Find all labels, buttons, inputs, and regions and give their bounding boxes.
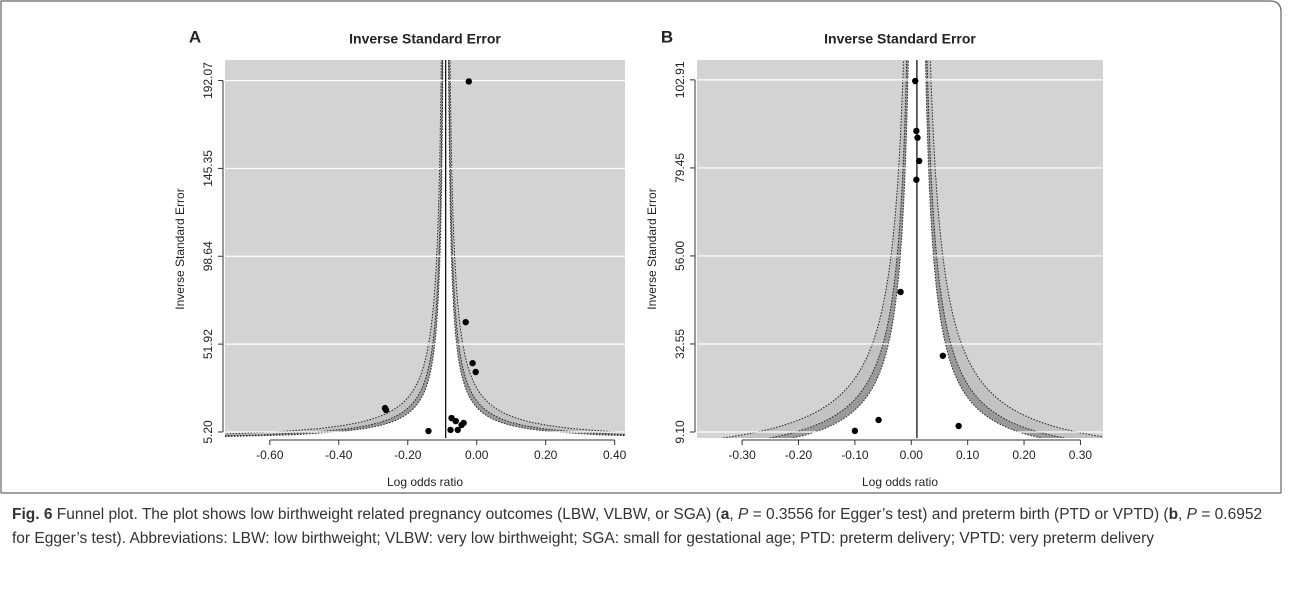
funnel-contour bbox=[225, 60, 442, 435]
x-tick-label: 0.20 bbox=[1012, 448, 1036, 462]
x-axis-label: Log odds ratio bbox=[862, 475, 938, 489]
y-tick-label: 51.92 bbox=[201, 329, 215, 359]
x-tick-label: -0.30 bbox=[728, 448, 756, 462]
study-point bbox=[851, 427, 859, 435]
study-point bbox=[469, 359, 476, 367]
x-tick-label: 0.20 bbox=[534, 448, 558, 462]
plot: -0.30 -0.20 -0.10 0.00 0.10 0.20 0.30 9.10 32.55… bbox=[645, 27, 1103, 489]
study-point bbox=[454, 426, 461, 434]
x-axis-label: Log odds ratio bbox=[387, 475, 463, 489]
study-point bbox=[913, 127, 920, 135]
study-point bbox=[465, 78, 472, 85]
y-tick-label: 5.20 bbox=[201, 420, 215, 444]
funnel-contour bbox=[793, 60, 909, 438]
study-point bbox=[462, 318, 469, 326]
funnel-contour bbox=[448, 60, 625, 436]
study-point bbox=[897, 288, 904, 296]
x-tick-label: 0.00 bbox=[900, 448, 924, 462]
x-tick-label: 0.30 bbox=[1069, 448, 1093, 462]
panel-label: B bbox=[661, 27, 673, 46]
x-tick-label: 0.10 bbox=[956, 448, 980, 462]
study-point bbox=[915, 157, 923, 165]
study-point bbox=[472, 368, 479, 376]
caption-text: = 0.3556 for Egger’s test) and preterm b… bbox=[748, 506, 1169, 523]
y-tick-label: 102.91 bbox=[673, 61, 687, 98]
caption-text: Fig. 6 bbox=[12, 506, 53, 523]
funnel-contour bbox=[225, 60, 444, 437]
study-point bbox=[447, 426, 454, 434]
caption-text: Funnel plot. The plot shows low birthwei… bbox=[52, 506, 721, 523]
y-axis-label: Inverse Standard Error bbox=[645, 188, 659, 309]
chart-title: Inverse Standard Error bbox=[349, 31, 501, 47]
study-point bbox=[382, 406, 390, 414]
study-point bbox=[875, 416, 882, 424]
caption-text: = 0.6952 for Egger’s test). Abbreviation… bbox=[12, 506, 1263, 547]
study-point bbox=[458, 421, 465, 429]
plot-inner bbox=[697, 60, 1103, 438]
frame bbox=[0, 0, 1282, 493]
caption-text: , bbox=[1178, 506, 1187, 523]
study-point bbox=[913, 176, 920, 183]
y-tick-label: 192.07 bbox=[201, 62, 215, 99]
caption-text: b bbox=[1168, 506, 1179, 523]
y-tick-label: 79.45 bbox=[673, 153, 687, 183]
chart-title: Inverse Standard Error bbox=[824, 31, 976, 47]
y-tick-label: 98.64 bbox=[201, 241, 215, 271]
caption: Fig. 6 Funnel plot. The plot shows low b… bbox=[12, 503, 1274, 551]
x-tick-label: -0.10 bbox=[841, 448, 869, 462]
x-tick-label: 0.40 bbox=[603, 448, 627, 462]
funnel-contour bbox=[225, 60, 443, 437]
plot: -0.60 -0.40 -0.20 0.00 0.20 0.40 5.20 51.92 98.6… bbox=[173, 27, 627, 489]
funnel-contour bbox=[448, 60, 625, 436]
x-tick-label: -0.20 bbox=[394, 448, 422, 462]
x-tick-label: -0.40 bbox=[325, 448, 353, 462]
caption-text: P bbox=[737, 506, 749, 523]
caption-text: , bbox=[729, 506, 738, 523]
study-point bbox=[425, 427, 432, 435]
y-tick-label: 56.00 bbox=[673, 241, 687, 271]
figure: -0.60 -0.40 -0.20 0.00 0.20 0.40 5.20 51.92 98.6… bbox=[0, 0, 1282, 494]
funnel-contour bbox=[449, 60, 625, 433]
x-tick-label: 0.00 bbox=[465, 448, 489, 462]
y-tick-label: 32.55 bbox=[673, 329, 687, 359]
caption-text: a bbox=[720, 506, 730, 523]
y-tick-label: 145.35 bbox=[201, 150, 215, 187]
plot-inner bbox=[225, 60, 625, 438]
caption-text: P bbox=[1186, 506, 1198, 523]
y-tick-label: 9.10 bbox=[673, 420, 687, 444]
y-axis-label: Inverse Standard Error bbox=[173, 188, 187, 309]
study-point bbox=[955, 422, 962, 430]
x-tick-label: -0.60 bbox=[256, 448, 284, 462]
study-point bbox=[912, 77, 919, 85]
study-point bbox=[939, 352, 947, 359]
panel-label: A bbox=[189, 27, 201, 46]
study-point bbox=[914, 134, 921, 141]
x-tick-label: -0.20 bbox=[785, 448, 813, 462]
funnel-contour bbox=[925, 60, 1041, 438]
study-point bbox=[452, 417, 459, 425]
